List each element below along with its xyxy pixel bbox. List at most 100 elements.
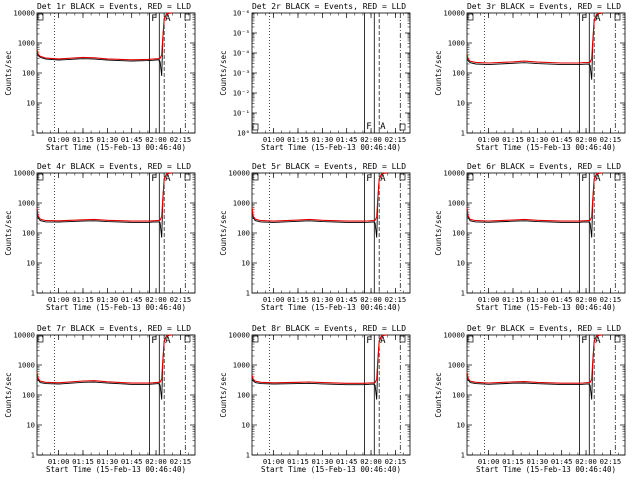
marker-f: F [366, 122, 371, 132]
x-tick-label: 02:15 [385, 295, 407, 304]
x-tick-label: 01:15 [72, 295, 94, 304]
lld-series-line [36, 172, 173, 222]
corner-box-marker-right [184, 173, 191, 181]
x-tick-label: 01:15 [287, 457, 309, 466]
lld-series-line [251, 172, 388, 222]
y-tick-label: 10000 [443, 9, 465, 18]
x-tick-label: 02:00 [360, 457, 382, 466]
chart-title: Det 5r BLACK = Events, RED = LLD [252, 162, 406, 171]
y-tick-label: 10⁻⁶ [233, 9, 250, 18]
x-tick-label: 01:30 [97, 135, 119, 144]
y-tick-label: 1 [246, 289, 250, 298]
x-tick-label: 01:45 [551, 457, 573, 466]
x-tick-label: 01:00 [478, 457, 500, 466]
x-tick-label: 01:00 [48, 457, 70, 466]
lld-series-line [36, 12, 173, 61]
x-axis-label: Start Time (15-Feb-13 00:46:40) [476, 143, 616, 152]
y-tick-label: 10 [241, 421, 250, 430]
x-tick-label: 01:15 [502, 457, 524, 466]
y-tick-label: 10000 [13, 169, 35, 178]
y-axis-label: Counts/sec [219, 210, 228, 255]
plot-frame [466, 12, 626, 134]
x-tick-label: 01:30 [527, 295, 549, 304]
x-axis-label: Start Time (15-Feb-13 00:46:40) [261, 465, 401, 474]
y-tick-label: 1 [246, 451, 250, 460]
x-tick-label: 01:45 [551, 295, 573, 304]
y-tick-label: 100 [452, 229, 465, 238]
y-axis-label: Counts/sec [219, 50, 228, 95]
y-tick-label: 1000 [18, 199, 35, 208]
y-tick-label: 10000 [13, 331, 35, 340]
marker-f: F [581, 174, 586, 184]
plot-frame [466, 172, 626, 294]
y-tick-label: 1000 [18, 39, 35, 48]
x-tick-label: 01:15 [502, 295, 524, 304]
plot-frame [36, 172, 196, 294]
y-tick-label: 10000 [228, 331, 250, 340]
lld-series-line [466, 172, 603, 222]
chart-panel-2: Det 2r BLACK = Events, RED = LLD 10⁰ 10⁻¹ 1… [219, 2, 411, 152]
corner-box-marker [37, 13, 44, 21]
chart-title: Det 7r BLACK = Events, RED = LLD [37, 324, 191, 333]
x-tick-label: 02:00 [575, 295, 597, 304]
y-tick-label: 10⁻⁵ [233, 29, 250, 38]
chart-panel-8: Det 8r BLACK = Events, RED = LLD 1 10 100 10… [219, 324, 411, 474]
x-tick-label: 02:00 [575, 457, 597, 466]
marker-f: F [581, 14, 586, 24]
x-tick-label: 02:15 [170, 135, 192, 144]
y-tick-label: 10 [241, 259, 250, 268]
y-tick-label: 10 [26, 99, 35, 108]
y-tick-label: 10000 [443, 169, 465, 178]
y-tick-label: 10 [456, 259, 465, 268]
chart-title: Det 4r BLACK = Events, RED = LLD [37, 162, 191, 171]
x-axis-label: Start Time (15-Feb-13 00:46:40) [46, 465, 186, 474]
marker-a: A [380, 174, 386, 184]
corner-box-marker-right [399, 123, 406, 131]
chart-panel-4: Det 4r BLACK = Events, RED = LLD 1 10 100 10… [4, 162, 196, 312]
y-tick-label: 100 [237, 391, 250, 400]
x-tick-label: 01:45 [336, 135, 358, 144]
y-tick-label: 10 [456, 421, 465, 430]
chart-panel-3: Det 3r BLACK = Events, RED = LLD 1 10 100 10… [434, 2, 626, 152]
x-tick-label: 02:15 [170, 457, 192, 466]
marker-f: F [151, 14, 156, 24]
chart-title: Det 2r BLACK = Events, RED = LLD [252, 2, 406, 11]
corner-box-marker [252, 123, 259, 131]
x-tick-label: 02:15 [600, 295, 622, 304]
x-axis-label: Start Time (15-Feb-13 00:46:40) [476, 303, 616, 312]
marker-a: A [165, 336, 171, 346]
x-axis-label: Start Time (15-Feb-13 00:46:40) [46, 303, 186, 312]
marker-f: F [151, 336, 156, 346]
y-tick-label: 10000 [228, 169, 250, 178]
chart-panel-5: Det 5r BLACK = Events, RED = LLD 1 10 100 10… [219, 162, 411, 312]
x-tick-label: 01:45 [551, 135, 573, 144]
y-axis-label: Counts/sec [434, 210, 443, 255]
marker-a: A [380, 336, 386, 346]
y-tick-label: 100 [22, 391, 35, 400]
corner-box-marker-right [614, 335, 621, 343]
y-tick-label: 10 [26, 421, 35, 430]
x-tick-label: 01:00 [48, 295, 70, 304]
marker-f: F [581, 336, 586, 346]
x-tick-label: 02:15 [385, 135, 407, 144]
y-axis-label: Counts/sec [4, 50, 13, 95]
y-axis-label: Counts/sec [4, 372, 13, 417]
y-tick-label: 10⁻³ [233, 69, 250, 78]
x-axis-label: Start Time (15-Feb-13 00:46:40) [261, 143, 401, 152]
y-tick-label: 100 [452, 69, 465, 78]
marker-f: F [366, 174, 371, 184]
y-tick-label: 1000 [448, 199, 465, 208]
x-tick-label: 01:30 [312, 457, 334, 466]
x-tick-label: 01:00 [478, 135, 500, 144]
chart-title: Det 3r BLACK = Events, RED = LLD [467, 2, 621, 11]
marker-a: A [595, 14, 601, 24]
x-tick-label: 01:15 [72, 457, 94, 466]
lld-series-line [466, 12, 603, 64]
corner-box-marker [467, 13, 474, 21]
chart-title: Det 9r BLACK = Events, RED = LLD [467, 324, 621, 333]
x-tick-label: 02:00 [145, 295, 167, 304]
marker-a: A [380, 122, 386, 132]
corner-box-marker [252, 335, 259, 343]
corner-box-marker-right [399, 173, 406, 181]
x-tick-label: 02:00 [575, 135, 597, 144]
